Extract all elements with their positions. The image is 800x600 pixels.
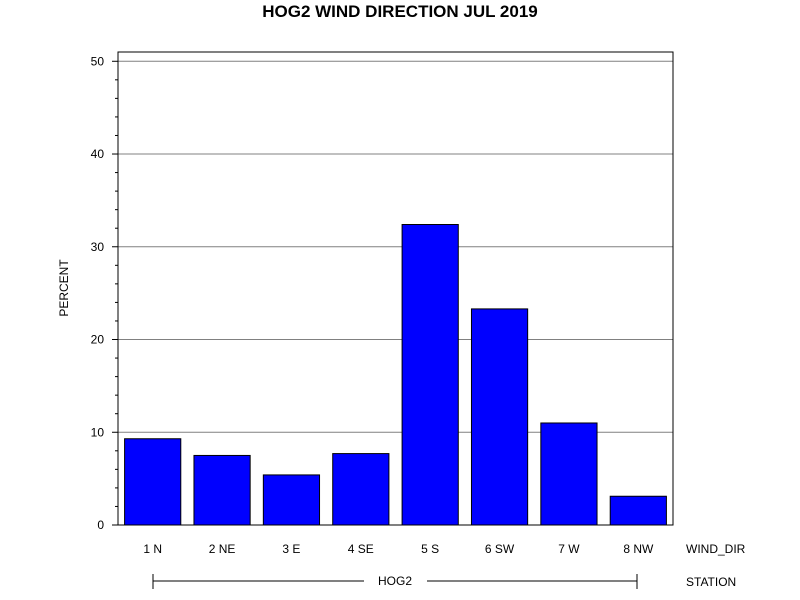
bar-2 <box>193 454 251 526</box>
y-tick-label: 10 <box>91 425 105 439</box>
y-tick-label: 50 <box>91 54 105 68</box>
bars <box>124 224 667 526</box>
x-tick-label: 3 E <box>282 542 300 556</box>
x-tick-label: 4 SE <box>348 542 374 556</box>
chart-title: HOG2 WIND DIRECTION JUL 2019 <box>262 2 538 21</box>
y-tick-label: 40 <box>91 147 105 161</box>
bar-5 <box>401 224 459 526</box>
y-tick-label: 0 <box>97 518 104 532</box>
y-axis-label: PERCENT <box>57 259 71 317</box>
bar-6 <box>470 308 529 526</box>
group-label: HOG2 <box>378 574 412 588</box>
x-tick-label: 6 SW <box>485 542 515 556</box>
plot-frame <box>117 51 674 526</box>
x-axis-tick-labels: 1 N 2 NE 3 E 4 SE 5 S 6 SW 7 W 8 NW <box>143 542 654 556</box>
bar-1 <box>124 438 182 526</box>
bar-7 <box>540 422 598 526</box>
x-tick-label: 1 N <box>143 542 162 556</box>
bar-8 <box>609 495 667 526</box>
bar-4 <box>332 453 390 526</box>
y-tick-label: 30 <box>91 240 105 254</box>
group-axis-label: STATION <box>686 575 736 589</box>
x-tick-label: 5 S <box>421 542 439 556</box>
y-tick-label: 20 <box>91 333 105 347</box>
gridlines <box>118 60 673 433</box>
bar-3 <box>262 474 321 526</box>
x-tick-label: 2 NE <box>209 542 236 556</box>
x-tick-label: 7 W <box>558 542 580 556</box>
x-axis-label: WIND_DIR <box>686 542 746 556</box>
y-axis: 0 10 20 30 40 50 <box>91 54 118 532</box>
x-tick-label: 8 NW <box>623 542 654 556</box>
